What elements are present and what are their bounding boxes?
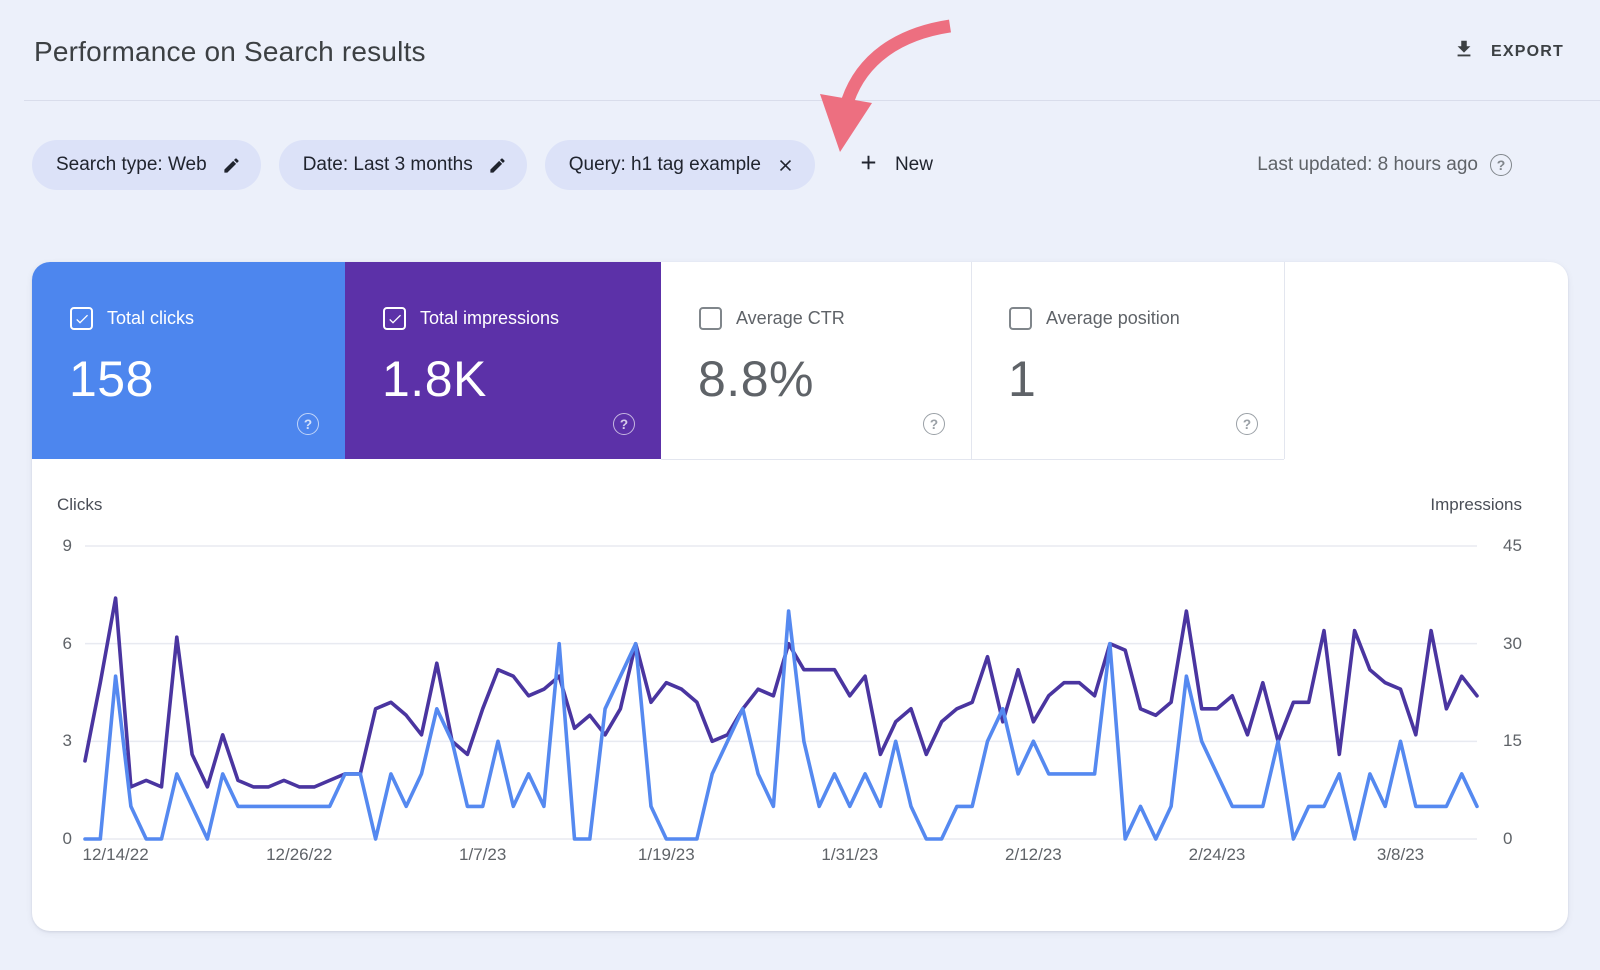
right-tick-label: 30	[1503, 633, 1522, 653]
plus-icon	[857, 151, 880, 180]
right-tick-label: 0	[1503, 829, 1513, 848]
search-type-chip-label: Search type: Web	[56, 154, 207, 175]
date-range-chip[interactable]: Date: Last 3 months	[278, 140, 527, 190]
edit-pencil-icon[interactable]	[222, 156, 241, 175]
x-tick-label: 12/14/22	[82, 845, 149, 864]
last-updated: Last updated: 8 hours ago ?	[1257, 140, 1512, 190]
tile-divider	[1284, 262, 1285, 459]
right-tick-label: 45	[1503, 536, 1522, 555]
performance-card: Total clicks 158 ? Total impressions 1.8…	[32, 262, 1568, 931]
left-tick-label: 6	[62, 633, 72, 653]
total-impressions-tile[interactable]: Total impressions 1.8K ?	[345, 262, 661, 459]
left-tick-label: 3	[62, 731, 72, 751]
average-position-tile[interactable]: Average position 1 ?	[971, 262, 1284, 459]
export-button[interactable]: EXPORT	[1453, 38, 1564, 65]
left-tick-label: 9	[62, 536, 72, 555]
query-filter-chip-label: Query: h1 tag example	[568, 154, 761, 175]
x-tick-label: 2/12/23	[1005, 845, 1062, 864]
x-tick-label: 3/8/23	[1376, 845, 1425, 864]
filters-row: Search type: Web Date: Last 3 months Que…	[32, 140, 1570, 190]
average-position-label: Average position	[1046, 308, 1180, 328]
left-axis-title: Clicks	[57, 495, 103, 514]
x-tick-label: 1/19/23	[637, 845, 695, 864]
new-filter-button[interactable]: New	[845, 141, 945, 190]
total-impressions-checkbox[interactable]	[383, 307, 406, 330]
x-tick-label: 1/31/23	[821, 845, 879, 864]
impressions-line	[83, 596, 1479, 789]
x-tick-label: 2/24/23	[1188, 845, 1246, 864]
performance-line-chart[interactable]	[32, 262, 1568, 931]
x-tick-label: 1/7/23	[459, 845, 507, 864]
help-icon[interactable]: ?	[1490, 154, 1512, 176]
average-ctr-checkbox[interactable]	[699, 307, 722, 330]
right-axis-title: Impressions	[1430, 495, 1522, 514]
average-ctr-tile[interactable]: Average CTR 8.8% ?	[661, 262, 971, 459]
date-range-chip-label: Date: Last 3 months	[302, 154, 473, 175]
export-label: EXPORT	[1491, 42, 1564, 60]
total-impressions-value: 1.8K	[382, 351, 487, 407]
download-icon	[1453, 38, 1475, 65]
average-ctr-value: 8.8%	[698, 351, 814, 407]
total-impressions-label: Total impressions	[420, 308, 560, 328]
average-position-value: 1	[1008, 351, 1037, 407]
query-filter-chip[interactable]: Query: h1 tag example	[544, 140, 815, 190]
header-divider	[24, 100, 1600, 101]
help-icon[interactable]: ?	[297, 413, 319, 435]
last-updated-text: Last updated: 8 hours ago	[1257, 154, 1478, 175]
x-tick-label: 12/26/22	[266, 845, 333, 864]
page-title: Performance on Search results	[34, 36, 426, 67]
clicks-line	[83, 609, 1479, 841]
average-ctr-label: Average CTR	[736, 308, 845, 328]
metric-tiles: Total clicks 158 ? Total impressions 1.8…	[32, 262, 1568, 460]
new-filter-label: New	[894, 154, 933, 175]
left-tick-label: 0	[62, 829, 72, 848]
tile-divider	[971, 262, 972, 459]
edit-pencil-icon[interactable]	[488, 156, 507, 175]
total-clicks-checkbox[interactable]	[70, 307, 93, 330]
close-icon[interactable]	[776, 156, 795, 175]
help-icon[interactable]: ?	[1236, 413, 1258, 435]
tiles-underline	[661, 459, 1284, 460]
total-clicks-value: 158	[69, 351, 154, 407]
total-clicks-label: Total clicks	[107, 308, 195, 328]
help-icon[interactable]: ?	[923, 413, 945, 435]
total-clicks-tile[interactable]: Total clicks 158 ?	[32, 262, 345, 459]
right-tick-label: 15	[1503, 731, 1522, 751]
x-axis-labels: 12/14/22 12/26/22 1/7/23 1/19/23 1/31/23 2/12…	[32, 845, 1568, 869]
help-icon[interactable]: ?	[613, 413, 635, 435]
average-position-checkbox[interactable]	[1009, 307, 1032, 330]
search-type-chip[interactable]: Search type: Web	[32, 140, 261, 190]
